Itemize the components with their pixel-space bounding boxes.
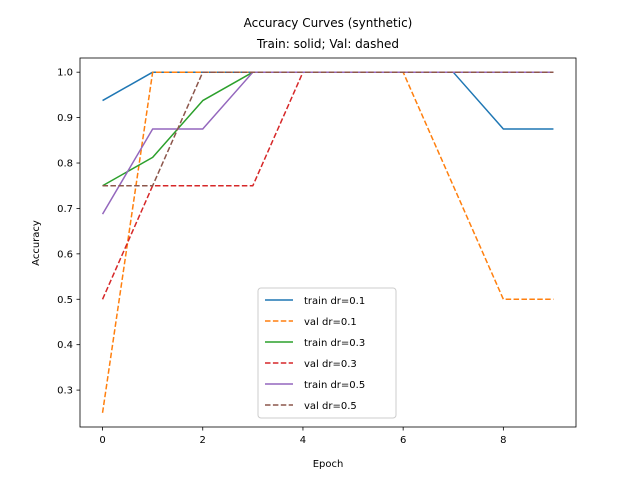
axes-frame [79,57,577,428]
legend-label-4: train dr=0.5 [304,380,365,391]
y-tick-label: 0.9 [57,113,73,124]
x-tick-label: 8 [500,435,506,446]
legend-box [257,287,397,419]
y-tick-label: 0.3 [57,386,73,397]
legend-label-1: val dr=0.1 [304,317,357,328]
x-tick-label: 0 [99,435,105,446]
x-tick-label: 4 [300,435,306,446]
plot-area: 0 2 4 6 8 0.3 0.4 0.5 0.6 0.7 0.8 0.9 1.0 train dr=0.… [57,57,577,446]
x-axis-label: Epoch [313,459,344,470]
x-tick-label: 2 [200,435,206,446]
x-tick-label: 6 [400,435,406,446]
y-axis-label: Accuracy [31,220,42,266]
series-line-5 [102,71,554,187]
legend-label-2: train dr=0.3 [304,338,365,349]
y-tick-label: 0.8 [57,159,73,170]
y-tick-label: 0.5 [57,295,73,306]
y-tick-label: 0.7 [57,204,73,215]
chart-title: Accuracy Curves (synthetic) [244,16,413,30]
y-tick-label: 0.4 [57,340,73,351]
y-tick-label: 0.6 [57,249,73,260]
legend-label-5: val dr=0.5 [304,401,357,412]
chart-subtitle: Train: solid; Val: dashed [256,37,399,51]
legend-label-3: val dr=0.3 [304,359,357,370]
legend-label-0: train dr=0.1 [304,296,365,307]
y-tick-label: 1.0 [57,68,73,79]
